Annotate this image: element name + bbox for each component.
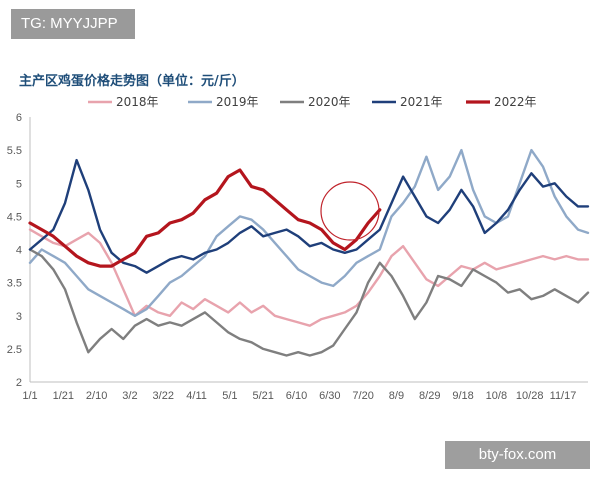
x-tick-label: 2/10: [86, 390, 107, 402]
x-tick-label: 3/2: [122, 390, 137, 402]
legend-label: 2022年: [494, 95, 537, 109]
series-line-2022年: [28, 168, 382, 268]
series-line-2020年: [28, 248, 590, 357]
legend-label: 2019年: [216, 95, 259, 109]
x-tick-label: 8/9: [389, 390, 404, 402]
x-tick-label: 1/21: [53, 390, 74, 402]
x-tick-label: 10/8: [486, 390, 507, 402]
legend-label: 2018年: [116, 95, 159, 109]
x-tick-label: 5/21: [252, 390, 273, 402]
x-tick-label: 1/1: [22, 390, 37, 402]
x-tick-label: 10/28: [516, 390, 544, 402]
y-tick-label: 3: [16, 311, 22, 323]
legend-label: 2020年: [308, 95, 351, 109]
x-tick-label: 5/1: [222, 390, 237, 402]
x-tick-label: 6/30: [319, 390, 340, 402]
y-tick-label: 4.5: [7, 211, 22, 223]
y-tick-label: 2: [16, 377, 22, 389]
x-tick-label: 3/22: [153, 390, 174, 402]
y-tick-label: 4: [16, 245, 22, 257]
x-tick-label: 8/29: [419, 390, 440, 402]
watermark: bty-fox.com: [445, 441, 590, 469]
x-tick-label: 6/10: [286, 390, 307, 402]
x-tick-label: 9/18: [452, 390, 473, 402]
legend-label: 2021年: [400, 95, 443, 109]
legend: 2018年 2019年 2020年 2021年 2022年: [88, 95, 537, 109]
series-line-2018年: [28, 228, 590, 327]
x-tick-label: 4/11: [186, 390, 207, 402]
series-line-2021年: [28, 158, 590, 274]
y-axis: 2 2.5 3 3.5 4 4.5 5 5.5 6: [7, 112, 31, 389]
x-axis: 1/1 1/21 2/10 3/2 3/22 4/11 5/1 5/21 6/10 6/30 7/2…: [22, 381, 588, 402]
overlay-tag: TG: MYYJJPP: [11, 9, 135, 39]
x-tick-label: 11/17: [550, 390, 577, 402]
y-tick-label: 5.5: [7, 145, 22, 157]
x-tick-label: 7/20: [352, 390, 373, 402]
y-tick-label: 2.5: [7, 344, 22, 356]
y-tick-label: 5: [16, 178, 22, 190]
y-tick-label: 6: [16, 112, 22, 124]
y-tick-label: 3.5: [7, 278, 22, 290]
chart-title: 主产区鸡蛋价格走势图（单位：元/斤）: [19, 73, 245, 89]
highlight-circle: [320, 181, 380, 241]
plot-area: [28, 148, 590, 357]
